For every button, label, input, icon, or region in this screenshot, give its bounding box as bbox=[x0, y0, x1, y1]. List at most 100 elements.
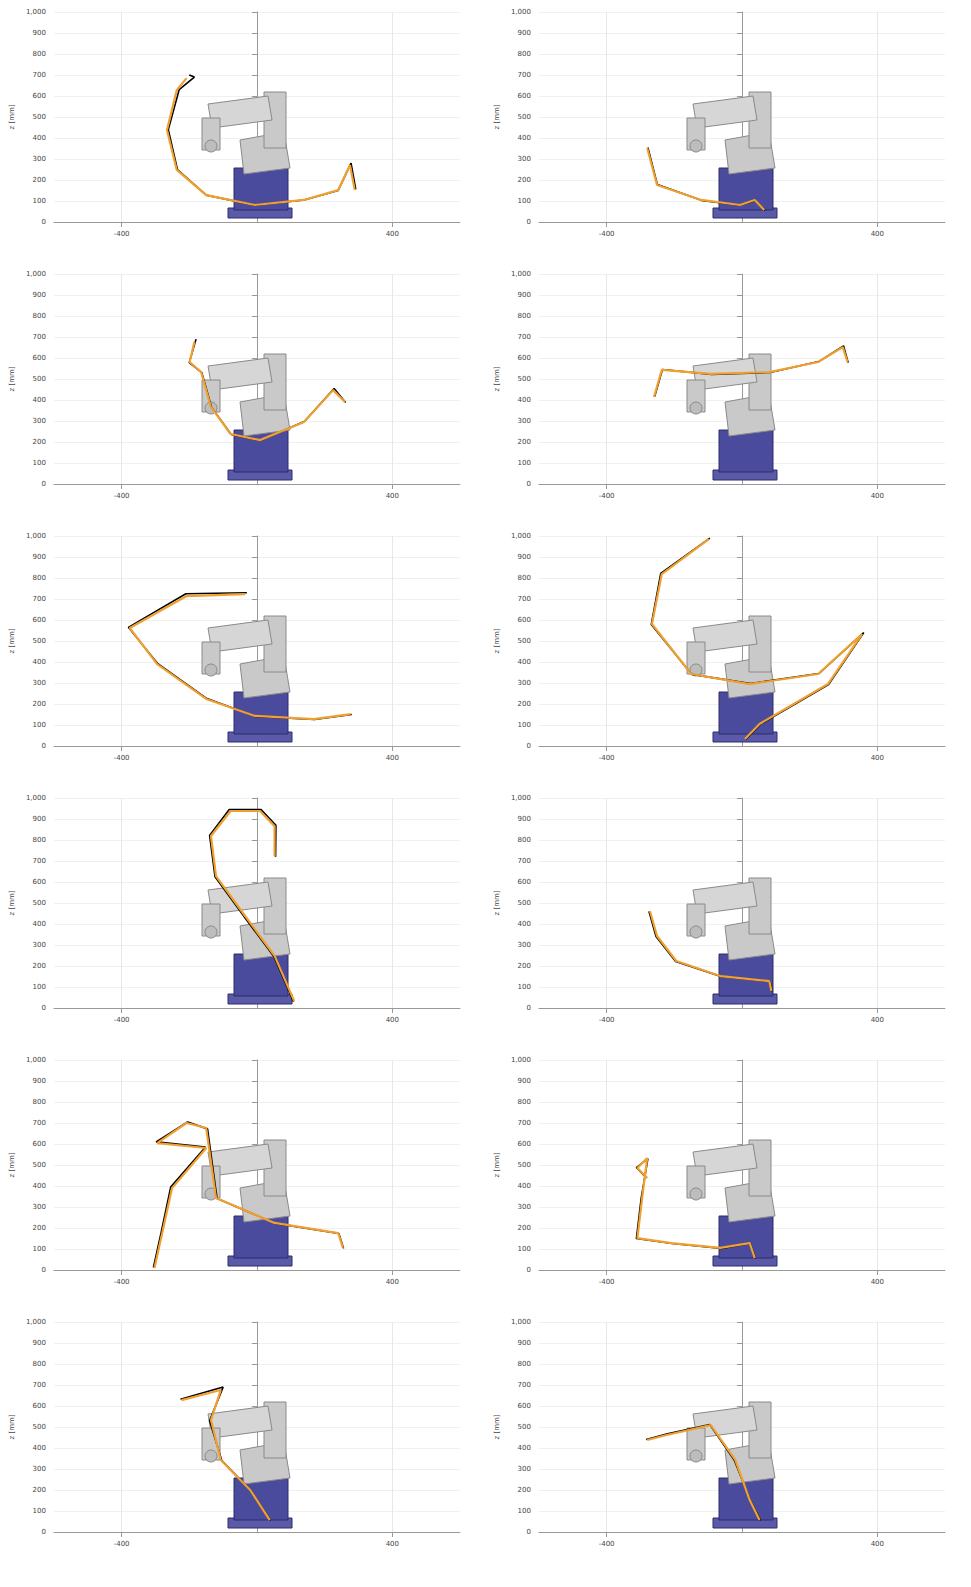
svg-text:100: 100 bbox=[518, 1245, 531, 1253]
svg-text:300: 300 bbox=[518, 155, 531, 163]
svg-text:400: 400 bbox=[518, 1182, 531, 1190]
svg-text:1,000: 1,000 bbox=[511, 1318, 531, 1326]
svg-text:300: 300 bbox=[33, 417, 46, 425]
svg-text:1,000: 1,000 bbox=[26, 1318, 46, 1326]
svg-text:900: 900 bbox=[33, 291, 46, 299]
svg-text:200: 200 bbox=[518, 700, 531, 708]
svg-text:z [mm]: z [mm] bbox=[8, 366, 16, 391]
svg-text:-400: -400 bbox=[114, 1278, 130, 1286]
svg-text:900: 900 bbox=[518, 553, 531, 561]
svg-text:800: 800 bbox=[33, 1098, 46, 1106]
svg-text:600: 600 bbox=[33, 354, 46, 362]
svg-text:100: 100 bbox=[33, 1245, 46, 1253]
svg-text:1,000: 1,000 bbox=[511, 794, 531, 802]
svg-text:100: 100 bbox=[518, 1507, 531, 1515]
svg-text:z [mm]: z [mm] bbox=[493, 890, 501, 915]
svg-text:100: 100 bbox=[518, 721, 531, 729]
svg-text:800: 800 bbox=[518, 50, 531, 58]
svg-text:900: 900 bbox=[33, 1077, 46, 1085]
svg-text:500: 500 bbox=[518, 113, 531, 121]
svg-text:-400: -400 bbox=[599, 1016, 615, 1024]
svg-text:300: 300 bbox=[33, 155, 46, 163]
svg-text:200: 200 bbox=[33, 438, 46, 446]
svg-text:700: 700 bbox=[518, 1119, 531, 1127]
svg-text:500: 500 bbox=[33, 899, 46, 907]
svg-text:700: 700 bbox=[518, 333, 531, 341]
svg-text:200: 200 bbox=[518, 438, 531, 446]
svg-text:600: 600 bbox=[33, 1140, 46, 1148]
svg-text:400: 400 bbox=[386, 754, 399, 762]
svg-text:400: 400 bbox=[518, 920, 531, 928]
svg-text:200: 200 bbox=[518, 962, 531, 970]
svg-text:300: 300 bbox=[518, 941, 531, 949]
svg-text:1,000: 1,000 bbox=[511, 532, 531, 540]
svg-text:900: 900 bbox=[518, 29, 531, 37]
svg-text:300: 300 bbox=[33, 1465, 46, 1473]
svg-text:800: 800 bbox=[33, 574, 46, 582]
svg-text:500: 500 bbox=[518, 375, 531, 383]
svg-text:300: 300 bbox=[518, 1465, 531, 1473]
svg-text:800: 800 bbox=[518, 1360, 531, 1368]
svg-text:0: 0 bbox=[41, 480, 45, 488]
svg-text:400: 400 bbox=[386, 1016, 399, 1024]
svg-text:z [mm]: z [mm] bbox=[8, 1414, 16, 1439]
svg-text:100: 100 bbox=[33, 1507, 46, 1515]
svg-text:600: 600 bbox=[518, 354, 531, 362]
svg-text:0: 0 bbox=[41, 1266, 45, 1274]
svg-text:400: 400 bbox=[871, 1016, 884, 1024]
svg-text:200: 200 bbox=[33, 1224, 46, 1232]
svg-text:500: 500 bbox=[33, 1161, 46, 1169]
svg-text:-400: -400 bbox=[114, 1540, 130, 1548]
svg-text:700: 700 bbox=[518, 71, 531, 79]
svg-text:600: 600 bbox=[518, 92, 531, 100]
svg-text:900: 900 bbox=[33, 1339, 46, 1347]
svg-text:400: 400 bbox=[518, 134, 531, 142]
svg-text:z [mm]: z [mm] bbox=[8, 890, 16, 915]
svg-text:400: 400 bbox=[386, 1540, 399, 1548]
svg-text:z [mm]: z [mm] bbox=[493, 366, 501, 391]
svg-text:400: 400 bbox=[386, 230, 399, 238]
svg-text:700: 700 bbox=[33, 333, 46, 341]
svg-text:0: 0 bbox=[526, 1004, 530, 1012]
svg-text:0: 0 bbox=[526, 1528, 530, 1536]
svg-text:-400: -400 bbox=[599, 230, 615, 238]
svg-text:400: 400 bbox=[33, 920, 46, 928]
svg-text:600: 600 bbox=[33, 92, 46, 100]
svg-text:1,000: 1,000 bbox=[26, 270, 46, 278]
svg-text:0: 0 bbox=[41, 1004, 45, 1012]
svg-text:300: 300 bbox=[33, 941, 46, 949]
svg-text:800: 800 bbox=[518, 574, 531, 582]
svg-text:400: 400 bbox=[871, 754, 884, 762]
svg-text:z [mm]: z [mm] bbox=[8, 628, 16, 653]
svg-text:0: 0 bbox=[41, 218, 45, 226]
svg-text:800: 800 bbox=[518, 836, 531, 844]
svg-text:600: 600 bbox=[33, 878, 46, 886]
svg-text:z [mm]: z [mm] bbox=[493, 1152, 501, 1177]
svg-text:1,000: 1,000 bbox=[26, 1056, 46, 1064]
svg-text:0: 0 bbox=[526, 742, 530, 750]
svg-text:-400: -400 bbox=[599, 1278, 615, 1286]
svg-text:500: 500 bbox=[33, 637, 46, 645]
svg-text:600: 600 bbox=[518, 1402, 531, 1410]
svg-text:300: 300 bbox=[33, 1203, 46, 1211]
svg-text:400: 400 bbox=[33, 134, 46, 142]
svg-text:z [mm]: z [mm] bbox=[8, 1152, 16, 1177]
svg-text:700: 700 bbox=[33, 857, 46, 865]
svg-text:-400: -400 bbox=[599, 492, 615, 500]
svg-text:1,000: 1,000 bbox=[26, 8, 46, 16]
svg-text:0: 0 bbox=[526, 1266, 530, 1274]
svg-text:600: 600 bbox=[33, 1402, 46, 1410]
svg-text:900: 900 bbox=[518, 1077, 531, 1085]
svg-text:-400: -400 bbox=[114, 1016, 130, 1024]
svg-text:z [mm]: z [mm] bbox=[493, 628, 501, 653]
svg-text:700: 700 bbox=[518, 595, 531, 603]
svg-text:z [mm]: z [mm] bbox=[493, 104, 501, 129]
svg-text:1,000: 1,000 bbox=[26, 532, 46, 540]
svg-text:300: 300 bbox=[518, 1203, 531, 1211]
svg-text:500: 500 bbox=[33, 375, 46, 383]
svg-text:400: 400 bbox=[386, 492, 399, 500]
svg-text:900: 900 bbox=[518, 291, 531, 299]
svg-text:900: 900 bbox=[518, 1339, 531, 1347]
svg-text:400: 400 bbox=[33, 1182, 46, 1190]
svg-text:400: 400 bbox=[33, 396, 46, 404]
